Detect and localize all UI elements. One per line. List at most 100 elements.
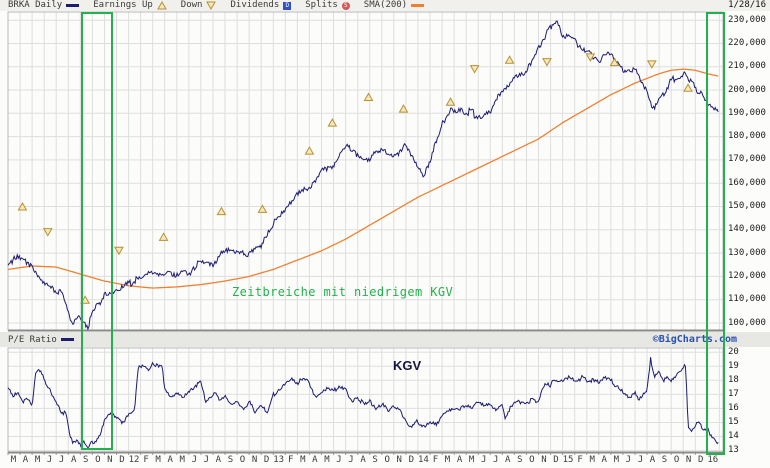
x-tick-label: N	[685, 455, 692, 465]
x-tick-label: J	[348, 455, 354, 465]
x-tick-label: A	[312, 455, 318, 465]
x-tick-label: A	[167, 455, 173, 465]
price-line-swatch-icon	[66, 4, 80, 7]
pe-band: P/E Ratio ©BigCharts.com	[0, 332, 770, 347]
annotation-text: Zeitbreiche mit niedrigem KGV	[232, 285, 454, 299]
x-tick-label: J	[493, 455, 499, 465]
pe-y-tick-label: 14	[728, 431, 739, 442]
legend-bar: BRKA Daily Earnings Up Down Dividends D …	[0, 0, 770, 11]
x-tick-label: D	[263, 455, 270, 465]
x-tick-label: S	[227, 455, 234, 465]
pe-y-tick-label: 18	[728, 374, 739, 385]
triangle-up-icon	[156, 1, 167, 10]
x-tick-label: M	[34, 455, 41, 465]
earnings-marker-up-icon	[327, 118, 338, 127]
legend-label: Dividends	[230, 0, 280, 10]
legend-earnings-down: Down	[181, 1, 217, 10]
x-tick-label: A	[70, 455, 77, 465]
price-y-tick-label: 130,000	[728, 247, 766, 258]
x-tick-label: M	[300, 455, 306, 465]
pe-ratio-series	[7, 357, 719, 449]
x-tick-label: J	[625, 455, 632, 465]
x-tick-label: J	[336, 455, 342, 465]
earnings-marker-up-icon	[216, 206, 227, 216]
x-tick-label: D	[119, 455, 125, 465]
x-tick-label: N	[396, 455, 402, 465]
earnings-marker-down-icon	[542, 58, 552, 67]
legend-sma: SMA(200)	[363, 0, 425, 10]
price-y-tick-label: 100,000	[728, 317, 766, 328]
grid	[7, 12, 723, 455]
x-tick-label: F	[143, 455, 149, 465]
x-tick-label: N	[107, 455, 113, 465]
x-tick-label: F	[288, 455, 294, 465]
earnings-marker-up-icon	[398, 104, 409, 113]
symbol-text: BRKA Daily	[8, 0, 63, 10]
x-tick-label: 14	[417, 455, 429, 465]
earnings-marker-up-icon	[609, 57, 620, 67]
legend-label: Splits	[305, 0, 338, 10]
x-tick-label: M	[324, 455, 330, 465]
x-tick-label: O	[239, 455, 246, 465]
x-tick-label: A	[505, 455, 511, 465]
x-tick-label: A	[360, 455, 366, 465]
price-y-tick-label: 180,000	[728, 131, 766, 142]
earnings-marker-up-icon	[158, 232, 169, 241]
price-y-tick-label: 120,000	[728, 270, 766, 281]
x-tick-label: S	[83, 455, 89, 465]
x-tick-label: A	[215, 455, 222, 465]
legend-dividends: Dividends D	[230, 0, 292, 10]
x-tick-label: A	[22, 455, 29, 465]
x-tick-label: J	[191, 455, 197, 465]
price-y-tick-label: 150,000	[728, 201, 766, 212]
x-tick-label: M	[155, 455, 161, 465]
earnings-marker-down-icon	[114, 246, 124, 256]
dividends-square-icon: D	[283, 1, 292, 10]
x-tick-label: S	[517, 455, 523, 465]
x-tick-label: N	[251, 455, 258, 465]
earnings-marker-up-icon	[257, 204, 268, 213]
earnings-marker-down-icon	[42, 228, 53, 237]
price-y-tick-label: 140,000	[728, 224, 766, 235]
pe-y-tick-label: 17	[728, 388, 739, 399]
earnings-marker-up-icon	[363, 92, 374, 102]
earnings-marker-up-icon	[683, 83, 693, 92]
x-tick-label: 15	[562, 455, 574, 465]
legend-label: SMA(200)	[363, 0, 408, 10]
x-tick-label: O	[384, 455, 390, 465]
pe-y-tick-label: 19	[728, 360, 739, 371]
pe-y-tick-label: 13	[728, 445, 739, 456]
x-tick-label: 13	[273, 455, 285, 465]
x-tick-label: A	[456, 455, 463, 465]
x-tick-label: M	[589, 455, 595, 465]
earnings-marker-down-icon	[585, 53, 596, 62]
x-tick-label: M	[10, 455, 17, 465]
pe-ratio-label: P/E Ratio	[8, 335, 74, 345]
x-tick-label: O	[529, 455, 535, 465]
symbol-label: BRKA Daily	[8, 0, 80, 10]
earnings-marker-up-icon	[304, 146, 315, 155]
sma-200-series	[7, 68, 719, 289]
x-tick-label: M	[444, 455, 451, 465]
splits-circle-icon: S	[341, 1, 350, 10]
highlight-box-2011	[81, 12, 113, 450]
earnings-marker-down-icon	[469, 65, 480, 74]
legend-splits: Splits S	[305, 1, 350, 10]
price-y-tick-label: 230,000	[728, 14, 766, 25]
price-y-tick-label: 170,000	[728, 154, 766, 165]
x-tick-label: 16	[707, 455, 719, 465]
price-y-tick-label: 110,000	[728, 294, 766, 305]
x-tick-label: A	[649, 455, 656, 465]
legend-label: Down	[180, 0, 203, 10]
x-tick-label: F	[577, 455, 583, 465]
x-tick-label: M	[613, 455, 619, 465]
earnings-marker-up-icon	[445, 97, 456, 106]
x-tick-label: S	[661, 455, 668, 465]
bigcharts-watermark: ©BigCharts.com	[652, 334, 737, 345]
x-tick-label: S	[372, 455, 378, 465]
earnings-marker-up-icon	[17, 202, 28, 211]
pe-y-tick-label: 20	[728, 346, 739, 357]
highlight-box-2016	[706, 12, 725, 455]
